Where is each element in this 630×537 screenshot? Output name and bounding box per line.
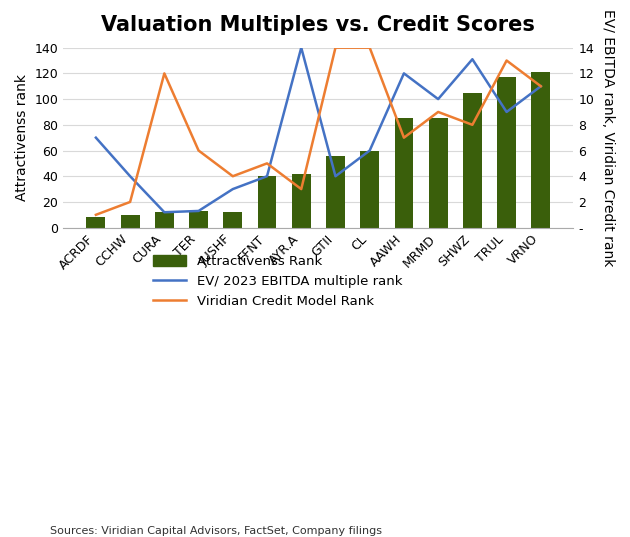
Bar [429,118,447,228]
Bar [497,77,516,228]
Bar [224,212,242,228]
Bar [155,212,174,228]
Bar [189,211,208,228]
Bar [360,150,379,228]
Bar [326,156,345,228]
Y-axis label: Attractivenss rank: Attractivenss rank [15,74,29,201]
Bar [292,173,311,228]
Bar [394,118,413,228]
Text: Sources: Viridian Capital Advisors, FactSet, Company filings: Sources: Viridian Capital Advisors, Fact… [50,526,382,536]
Legend: Attractivenss Rank, EV/ 2023 EBITDA multiple rank, Viridian Credit Model Rank: Attractivenss Rank, EV/ 2023 EBITDA mult… [146,248,409,315]
Title: Valuation Multiples vs. Credit Scores: Valuation Multiples vs. Credit Scores [101,15,536,35]
Bar [532,72,550,228]
Bar [86,217,105,228]
Y-axis label: EV/ EBITDA rank, Viridian Credit rank: EV/ EBITDA rank, Viridian Credit rank [601,9,615,266]
Bar [258,176,277,228]
Bar [463,93,482,228]
Bar [121,215,139,228]
